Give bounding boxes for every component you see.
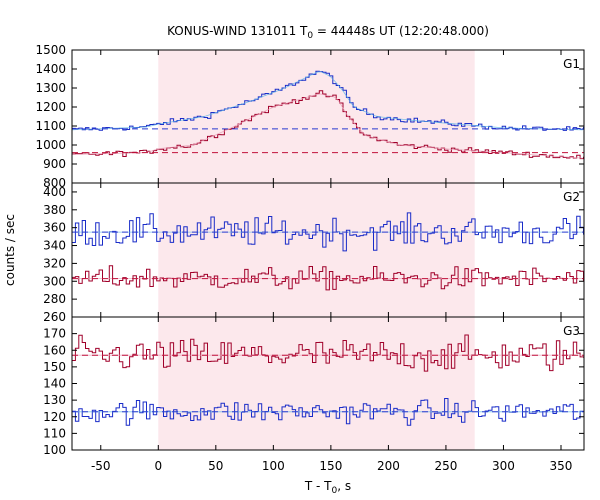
series-red <box>72 90 584 160</box>
y-tick-label: 1200 <box>35 100 66 114</box>
panel-g3: 100 110 120 130 140 150 160 170 G3 <box>43 316 585 457</box>
burst-interval-band <box>158 317 475 450</box>
series-blue <box>72 70 584 131</box>
x-tick-label: 200 <box>377 459 400 473</box>
panel-label: G3 <box>563 324 580 338</box>
chart-title: KONUS-WIND 131011 T0 = 44448s UT (12:20:… <box>167 24 489 41</box>
y-axis-label: counts / sec <box>3 214 17 286</box>
y-tick-label: 130 <box>43 393 66 407</box>
series-blue <box>72 398 584 426</box>
y-tick-label: 900 <box>43 157 66 171</box>
x-tick-label: 300 <box>492 459 515 473</box>
x-tick-label: -50 <box>91 459 111 473</box>
y-tick-label: 1500 <box>35 43 66 57</box>
y-tick-label: 100 <box>43 443 66 457</box>
x-tick-label: 100 <box>262 459 285 473</box>
panel-g2: 260 280 300 320 340 360 380 400 G2 <box>43 182 585 324</box>
y-tick-label: 380 <box>43 203 66 217</box>
y-tick-label: 360 <box>43 221 66 235</box>
y-tick-label: 150 <box>43 360 66 374</box>
y-tick-label: 1100 <box>35 119 66 133</box>
y-tick-label: 140 <box>43 377 66 391</box>
y-tick-label: 300 <box>43 274 66 288</box>
y-tick-label: 160 <box>43 343 66 357</box>
model-line-blue <box>71 71 583 131</box>
panel-label: G1 <box>563 57 580 71</box>
y-tick-label: 400 <box>43 185 66 199</box>
y-tick-label: 120 <box>43 410 66 424</box>
x-tick-label: 350 <box>550 459 573 473</box>
y-tick-label: 170 <box>43 327 66 341</box>
burst-interval-band <box>158 183 475 317</box>
y-tick-label: 320 <box>43 256 66 270</box>
y-tick-label: 280 <box>43 292 66 306</box>
y-tick-label: 1400 <box>35 62 66 76</box>
x-tick-label: 0 <box>154 459 162 473</box>
x-tick-label: 150 <box>319 459 342 473</box>
y-tick-label: 340 <box>43 239 66 253</box>
series-blue <box>72 212 584 252</box>
y-tick-label: 110 <box>43 426 66 440</box>
x-axis-label: T - T0, s <box>304 479 351 496</box>
series-red <box>72 334 584 372</box>
x-tick-label: 250 <box>434 459 457 473</box>
y-tick-label: 260 <box>43 310 66 324</box>
panel-label: G2 <box>563 190 580 204</box>
x-tick-label: 50 <box>208 459 223 473</box>
y-tick-label: 1000 <box>35 138 66 152</box>
y-tick-label: 1300 <box>35 81 66 95</box>
y-tick-label: 800 <box>43 176 66 190</box>
series-red <box>72 265 584 291</box>
burst-interval-band <box>158 50 475 183</box>
panel-g1: 800 900 1000 1100 1200 1300 1400 1500 G1 <box>35 43 585 190</box>
